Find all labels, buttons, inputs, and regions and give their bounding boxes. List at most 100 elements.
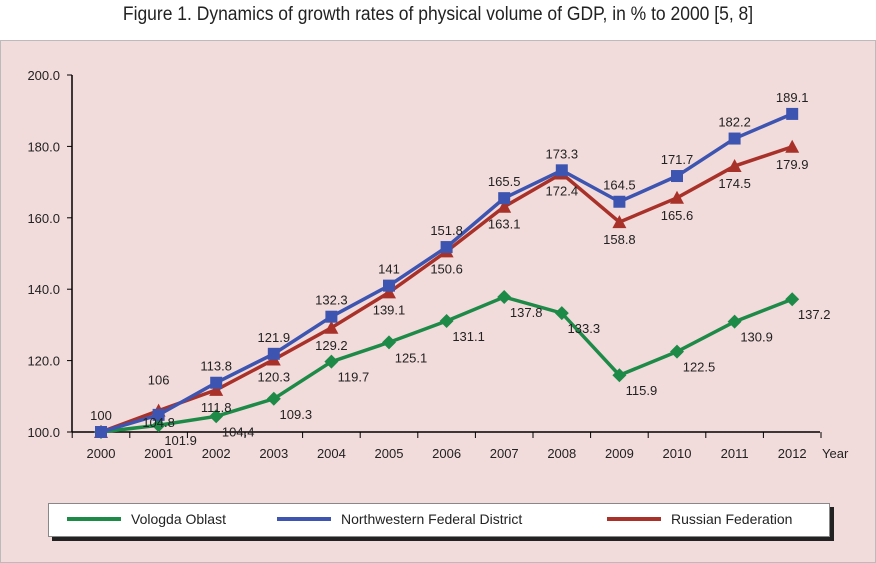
y-tick-label: 180.0	[27, 139, 60, 154]
data-label: 172.4	[546, 184, 579, 199]
data-point-diamond	[266, 391, 281, 406]
data-label: 109.3	[280, 407, 313, 422]
legend-label: Russian Federation	[671, 511, 793, 527]
data-label: 139.1	[373, 302, 406, 317]
data-label: 164.5	[603, 178, 636, 193]
data-label: 189.1	[776, 90, 809, 105]
data-label: 130.9	[740, 330, 773, 345]
data-point-diamond	[324, 354, 339, 369]
data-point-square	[152, 408, 165, 421]
legend-item-russia: Russian Federation	[607, 511, 792, 527]
data-point-diamond	[439, 313, 454, 328]
data-point-triangle	[785, 139, 800, 153]
data-point-triangle	[324, 320, 339, 334]
y-tick-label: 100.0	[27, 425, 60, 440]
legend-swatch	[277, 517, 331, 521]
data-label: 106	[148, 373, 170, 388]
data-point-square	[613, 195, 626, 208]
data-label: 171.7	[661, 152, 694, 167]
legend-item-northwestern: Northwestern Federal District	[277, 511, 522, 527]
x-tick-label: 2003	[259, 446, 288, 461]
data-label: 101.9	[164, 433, 197, 448]
x-tick-label: 2004	[317, 446, 346, 461]
data-label: 132.3	[315, 293, 348, 308]
data-label: 141	[378, 262, 400, 277]
data-point-square	[267, 347, 280, 360]
data-point-square	[498, 192, 511, 205]
y-tick-label: 200.0	[27, 68, 60, 83]
x-tick-label: 2005	[375, 446, 404, 461]
data-label: 111.8	[201, 400, 232, 415]
data-point-triangle	[382, 285, 396, 299]
x-tick-label: 2012	[778, 446, 807, 461]
y-tick-label: 120.0	[27, 354, 60, 369]
data-label: 173.3	[546, 146, 579, 161]
data-point-triangle	[612, 215, 627, 229]
data-label: 151.8	[430, 223, 463, 238]
data-label: 150.6	[430, 261, 463, 276]
data-point-triangle	[497, 199, 512, 213]
x-tick-label: 2010	[663, 446, 692, 461]
data-label: 137.8	[510, 305, 543, 320]
legend-label: Northwestern Federal District	[341, 511, 523, 527]
x-tick-label: 2006	[432, 446, 461, 461]
data-point-square	[671, 170, 683, 183]
data-point-square	[383, 279, 395, 292]
data-point-diamond	[727, 314, 742, 329]
data-label: 174.5	[718, 176, 751, 191]
data-point-square	[728, 132, 741, 145]
data-label: 104.4	[222, 424, 255, 439]
x-tick-label: 2009	[605, 446, 634, 461]
data-point-triangle	[727, 159, 742, 173]
data-label: 179.9	[776, 157, 809, 172]
data-label: 137.2	[798, 307, 831, 322]
chart-title: Figure 1. Dynamics of growth rates of ph…	[122, 4, 754, 25]
data-label: 163.1	[488, 217, 521, 232]
x-axis-label: Year	[822, 446, 849, 461]
data-label: 122.5	[683, 360, 716, 375]
x-tick-label: 2007	[490, 446, 519, 461]
x-tick-label: 2001	[144, 446, 173, 461]
y-tick-label: 140.0	[27, 282, 60, 297]
data-point-square	[325, 310, 338, 323]
data-label: 182.2	[718, 115, 751, 130]
data-label: 120.3	[258, 370, 291, 385]
data-label: 115.9	[626, 383, 658, 398]
data-point-square	[786, 107, 799, 120]
data-label: 131.1	[452, 329, 485, 344]
y-tick-label: 160.0	[27, 211, 60, 226]
data-label: 119.7	[338, 370, 370, 385]
x-tick-label: 2002	[202, 446, 231, 461]
data-point-diamond	[785, 292, 800, 307]
data-label: 113.8	[200, 359, 232, 374]
data-point-triangle	[670, 190, 684, 204]
data-point-diamond	[151, 418, 166, 433]
x-tick-label: 2011	[721, 446, 749, 461]
data-label: 129.2	[315, 338, 348, 353]
data-label: 165.5	[488, 174, 521, 189]
data-point-diamond	[554, 306, 569, 321]
data-point-diamond	[209, 409, 224, 424]
legend-label: Vologda Oblast	[131, 511, 226, 527]
legend-swatch	[67, 517, 121, 521]
data-label: 165.6	[661, 208, 694, 223]
data-label: 158.8	[603, 232, 636, 247]
data-point-diamond	[382, 335, 396, 350]
data-point-square	[95, 426, 107, 438]
legend-item-vologda: Vologda Oblast	[67, 511, 226, 527]
x-tick-label: 2000	[87, 446, 116, 461]
legend: Vologda Oblast Northwestern Federal Dist…	[48, 503, 830, 537]
data-point-square	[440, 241, 453, 254]
data-point-diamond	[497, 290, 512, 305]
x-tick-label: 2008	[547, 446, 576, 461]
data-point-square	[555, 164, 568, 177]
data-label: 121.9	[258, 330, 291, 345]
data-label: 104.8	[142, 415, 175, 430]
legend-swatch	[607, 517, 661, 521]
data-point-diamond	[612, 368, 627, 383]
data-label: 125.1	[395, 350, 428, 365]
data-point-triangle	[209, 382, 224, 396]
data-point-diamond	[670, 344, 684, 359]
data-point-square	[210, 376, 223, 389]
